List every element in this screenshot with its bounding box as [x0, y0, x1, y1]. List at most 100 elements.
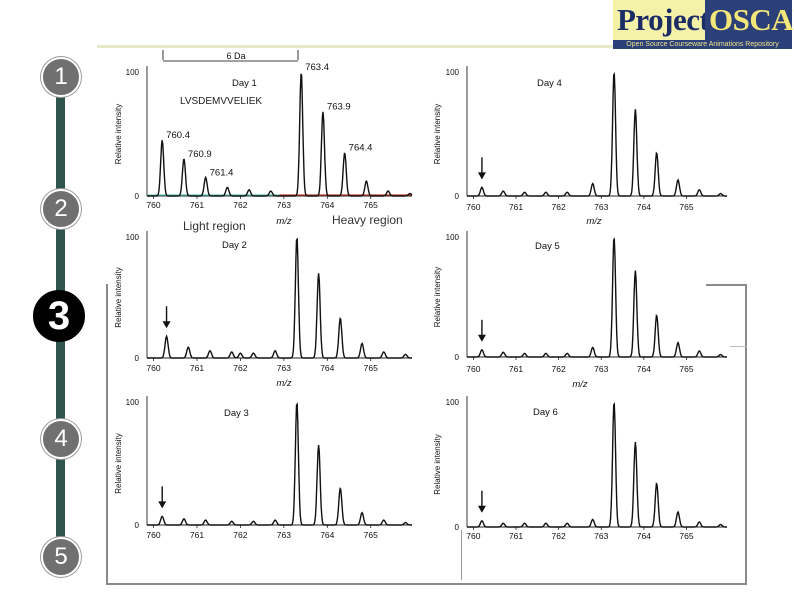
- logo-tagline: Open Source Courseware Animations Reposi…: [613, 40, 792, 49]
- x-tick-label: 765: [364, 530, 378, 540]
- x-tick-label: 763: [277, 200, 291, 210]
- spectrum-trace: [147, 402, 412, 526]
- x-tick-label: 763: [594, 531, 608, 541]
- panel-title: Day 5: [535, 241, 560, 252]
- project-oscar-logo: Project OSCAR Open Source Courseware Ani…: [613, 0, 794, 50]
- y-tick-label: 0: [135, 192, 140, 201]
- content-frame: [106, 284, 747, 585]
- timeline-step-2[interactable]: 2: [41, 189, 81, 229]
- y-axis-label: Relative intensity: [433, 434, 442, 494]
- x-tick-label: 763: [277, 363, 291, 373]
- x-tick-label: 762: [552, 364, 566, 374]
- peak-label: 760.4: [166, 130, 190, 141]
- x-tick-label: 763: [594, 202, 608, 212]
- y-tick-label: 0: [455, 353, 460, 362]
- peak-label: 764.4: [349, 143, 373, 154]
- heavy-region-label: Heavy region: [332, 213, 403, 227]
- x-tick-label: 760: [146, 200, 160, 210]
- y-tick-label: 100: [446, 398, 460, 407]
- x-tick-label: 765: [679, 531, 693, 541]
- spectrum-trace: [147, 237, 412, 359]
- timeline-step-5[interactable]: 5: [41, 537, 81, 577]
- logo-panel-project: Project: [613, 0, 710, 40]
- x-tick-label: 762: [552, 202, 566, 212]
- spectrum-trace: [467, 237, 727, 358]
- peak-label: 760.9: [188, 149, 212, 160]
- arrow-down-icon: [477, 334, 486, 342]
- y-tick-label: 0: [455, 192, 460, 201]
- y-tick-label: 0: [135, 521, 140, 530]
- peak-label: 763.4: [305, 62, 329, 73]
- panel-title: Day 1: [232, 78, 257, 89]
- header-rule: [97, 45, 697, 48]
- timeline-step-3[interactable]: 3: [33, 290, 85, 342]
- x-tick-label: 764: [637, 364, 651, 374]
- x-axis-label: m/z: [572, 379, 588, 390]
- peptide-sequence: LVSDEMVVELIEK: [180, 96, 262, 107]
- timeline-step-4[interactable]: 4: [41, 419, 81, 459]
- x-tick-label: 764: [320, 530, 334, 540]
- spectrum-panel-4: 0 100 760 761 762 763 764 765 Day 4 Relative inte…: [433, 66, 727, 227]
- column-divider: [461, 530, 462, 580]
- light-region-label: Light region: [183, 219, 246, 233]
- x-tick-label: 763: [594, 364, 608, 374]
- spectrum-panel-5: 0 100 760 761 762 763 764 765 Day 5 Relative inte…: [433, 231, 727, 390]
- x-tick-label: 760: [146, 530, 160, 540]
- panel-title: Day 2: [222, 240, 247, 251]
- x-tick-label: 760: [146, 363, 160, 373]
- peak-label: 761.4: [210, 167, 234, 178]
- panel-title: Day 6: [533, 407, 558, 418]
- x-tick-label: 765: [364, 200, 378, 210]
- logo-panel-oscar: OSCAR: [705, 0, 794, 40]
- x-axis-label: m/z: [276, 216, 292, 227]
- spectrum-trace: [147, 73, 413, 197]
- x-tick-label: 760: [466, 202, 480, 212]
- arrow-down-icon: [158, 501, 167, 509]
- x-tick-label: 761: [190, 363, 204, 373]
- content-frame-top-edge: [706, 284, 747, 286]
- y-tick-label: 100: [446, 68, 460, 77]
- y-axis-label: Relative intensity: [114, 433, 123, 493]
- x-tick-label: 762: [233, 530, 247, 540]
- y-axis-label: Relative intensity: [433, 267, 442, 327]
- spectrum-trace: [467, 72, 727, 197]
- y-axis-label: Relative intensity: [433, 104, 442, 164]
- x-tick-label: 761: [509, 202, 523, 212]
- x-tick-label: 764: [320, 363, 334, 373]
- annotation-layer: 6 Da LVSDEMVVELIEK Light region Heavy re…: [162, 50, 403, 233]
- y-tick-label: 100: [126, 233, 140, 242]
- arrow-down-icon: [477, 505, 486, 513]
- x-axis-label: m/z: [586, 216, 602, 227]
- y-tick-label: 100: [126, 68, 140, 77]
- panel-title: Day 4: [537, 78, 562, 89]
- x-tick-label: 763: [277, 530, 291, 540]
- x-tick-label: 762: [552, 531, 566, 541]
- spectrum-panel-1: 0 100 760 761 762 763 764 765 Day 1 Relative inte…: [114, 62, 413, 227]
- y-axis-label: Relative intensity: [114, 104, 123, 164]
- x-tick-label: 760: [466, 364, 480, 374]
- y-tick-label: 100: [446, 233, 460, 242]
- timeline-step-1[interactable]: 1: [41, 57, 81, 97]
- x-tick-label: 761: [509, 364, 523, 374]
- x-tick-label: 764: [637, 531, 651, 541]
- y-axis-label: Relative intensity: [114, 267, 123, 327]
- spectrum-trace: [467, 402, 727, 528]
- panel-title: Day 3: [224, 408, 249, 419]
- x-tick-label: 764: [637, 202, 651, 212]
- logo-word-oscar: OSCAR: [709, 2, 794, 37]
- content-frame-tick: [730, 346, 747, 347]
- mass-shift-label: 6 Da: [226, 51, 245, 61]
- x-tick-label: 761: [190, 200, 204, 210]
- x-tick-label: 762: [233, 200, 247, 210]
- x-tick-label: 765: [679, 202, 693, 212]
- spectrum-panel-6: 0 100 760 761 762 763 764 765 Day 6 Relative inte…: [433, 396, 727, 541]
- logo-word-project: Project: [617, 2, 710, 37]
- x-tick-label: 762: [233, 363, 247, 373]
- x-tick-label: 764: [320, 200, 334, 210]
- x-tick-label: 761: [509, 531, 523, 541]
- x-tick-label: 765: [364, 363, 378, 373]
- arrow-down-icon: [162, 321, 171, 329]
- spectrum-panel-3: 0 100 760 761 762 763 764 765 Day 3 Relative inte…: [114, 396, 412, 540]
- x-tick-label: 761: [190, 530, 204, 540]
